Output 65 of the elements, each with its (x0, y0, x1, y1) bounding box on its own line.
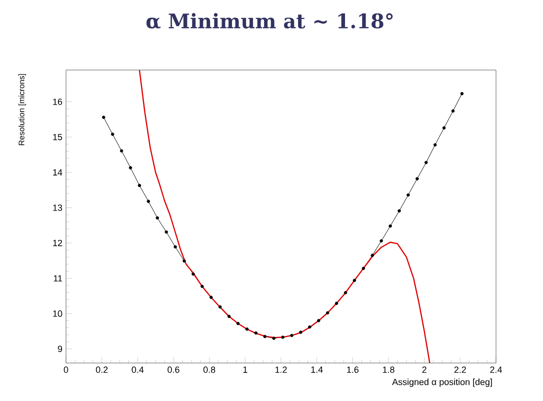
point (102, 116, 106, 119)
y-tick-label: 15 (53, 134, 62, 140)
point (299, 330, 302, 334)
x-tick-label: 1.8 (382, 366, 394, 373)
point (308, 325, 312, 329)
point (281, 336, 284, 339)
point (138, 184, 142, 188)
x-tick-label: 0.6 (168, 366, 180, 373)
line-series (138, 70, 430, 363)
x-tick-label: 1 (243, 366, 248, 373)
point (290, 334, 294, 338)
point (326, 311, 330, 315)
x-tick-label: 0 (64, 366, 68, 373)
point (352, 278, 356, 282)
point (334, 302, 338, 305)
point (344, 291, 348, 294)
point (406, 193, 410, 197)
point (433, 143, 437, 146)
y-tick-label: 16 (53, 98, 62, 105)
point (424, 160, 428, 164)
y-tick-label: 14 (53, 169, 62, 176)
point (200, 284, 204, 288)
point (245, 327, 249, 331)
y-tick-label: 9 (58, 346, 62, 352)
point (174, 245, 177, 249)
point (416, 177, 419, 180)
point (362, 266, 366, 270)
point (146, 200, 150, 203)
point (120, 149, 124, 152)
y-tick-label: 13 (53, 204, 62, 211)
point (218, 305, 222, 309)
point (227, 314, 231, 318)
point (370, 254, 374, 257)
x-tick-label: 0.8 (203, 366, 216, 373)
point (254, 331, 258, 335)
x-tick-label: 1.4 (311, 366, 323, 373)
y-tick-label: 11 (54, 275, 62, 282)
point (451, 109, 455, 113)
point (128, 166, 132, 170)
x-tick-label: 0.2 (96, 366, 108, 373)
point (192, 272, 195, 276)
x-tick-label: 1.6 (347, 366, 359, 373)
chart-title: α Minimum at ~ 1.18° (146, 13, 393, 28)
point (263, 334, 267, 338)
point (272, 336, 276, 340)
x-tick-label: 2 (422, 366, 426, 373)
point (460, 92, 464, 96)
point (316, 318, 320, 322)
x-tick-label: 0.4 (132, 366, 144, 373)
point (236, 322, 240, 326)
point (182, 259, 186, 263)
point (380, 239, 383, 243)
x-axis-title: Assigned α position [deg] (392, 378, 492, 387)
point (209, 296, 213, 299)
x-tick-label: 2.4 (490, 366, 502, 373)
point (388, 224, 392, 228)
point (164, 230, 168, 234)
x-tick-label: 1.2 (275, 366, 287, 373)
point (156, 216, 160, 220)
y-tick-label: 12 (53, 240, 62, 246)
y-tick-label: 10 (53, 310, 62, 317)
point (398, 209, 401, 212)
point (110, 132, 114, 136)
x-tick-label: 2.2 (454, 366, 466, 373)
point (442, 126, 446, 130)
